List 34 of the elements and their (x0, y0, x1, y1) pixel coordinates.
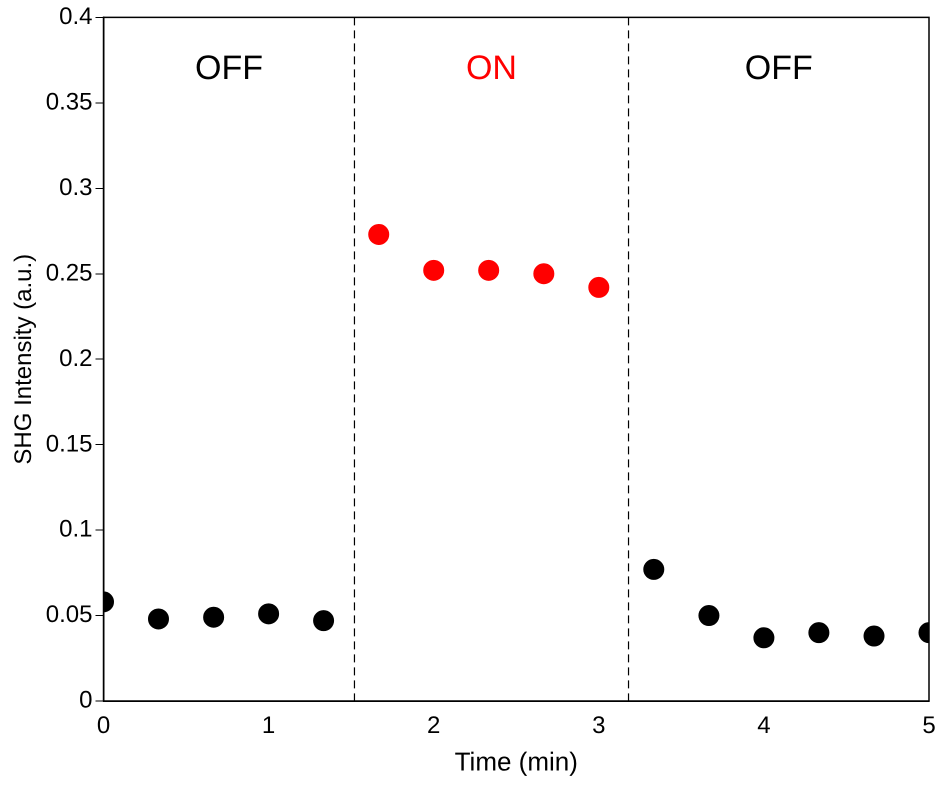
point (808, 622, 830, 644)
point (258, 603, 280, 624)
x-tick-label: 4 (757, 712, 771, 740)
annotation: OFF (744, 48, 813, 87)
y-tick-label: 0.35 (46, 88, 93, 116)
x-tick-label: 0 (96, 712, 110, 740)
y-tick-label: 0 (79, 686, 93, 714)
y-tick-label: 0.1 (59, 516, 93, 543)
point (588, 276, 610, 298)
point (423, 260, 444, 281)
x-tick-label: 3 (592, 712, 606, 740)
point (368, 224, 390, 245)
y-axis-title: SHG Intensity (a.u.) (10, 254, 38, 465)
x-tick-label: 2 (427, 712, 440, 740)
x-tick-label: 5 (922, 712, 936, 740)
y-tick-label: 0.3 (59, 174, 93, 201)
point (533, 263, 554, 284)
point (478, 260, 500, 281)
y-tick-label: 0.2 (59, 344, 93, 372)
x-axis-title: Time (min) (454, 746, 578, 777)
annotation: OFF (194, 48, 263, 87)
y-tick-label: 0.05 (46, 601, 93, 628)
point (698, 605, 720, 626)
annotation: ON (466, 48, 517, 87)
y-tick-label: 0.4 (59, 3, 93, 30)
point (203, 606, 224, 628)
point (313, 610, 334, 632)
point (148, 608, 169, 630)
y-tick-label: 0.15 (46, 430, 93, 458)
point (643, 558, 664, 580)
y-tick-label: 0.25 (46, 259, 93, 286)
point (864, 626, 885, 647)
point (753, 627, 774, 648)
x-tick-label: 1 (262, 712, 276, 740)
